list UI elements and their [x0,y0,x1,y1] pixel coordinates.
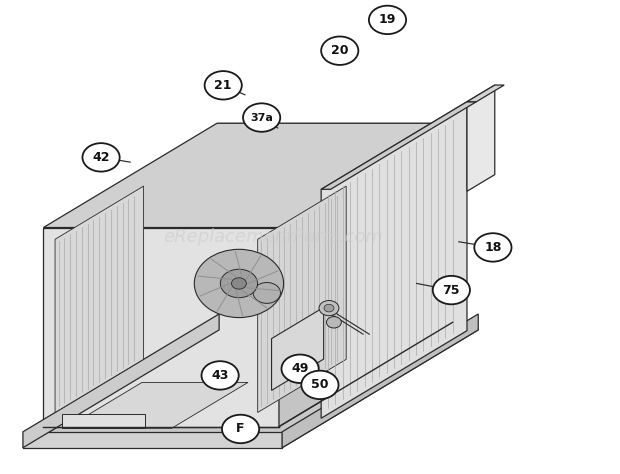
Text: 50: 50 [311,378,329,392]
Polygon shape [321,102,467,418]
Text: 37a: 37a [250,112,273,123]
Text: 75: 75 [443,283,460,297]
Circle shape [321,36,358,65]
Circle shape [327,317,342,328]
Text: 19: 19 [379,13,396,27]
Polygon shape [467,85,504,102]
Circle shape [202,361,239,390]
Circle shape [281,355,319,383]
Circle shape [319,301,339,316]
Text: 18: 18 [484,241,502,254]
Circle shape [301,371,339,399]
Circle shape [253,283,280,303]
Polygon shape [62,414,144,428]
Polygon shape [467,85,495,191]
Polygon shape [43,123,453,228]
Polygon shape [43,228,279,427]
Polygon shape [23,330,478,448]
Circle shape [194,249,283,318]
Text: 20: 20 [331,44,348,57]
Circle shape [231,278,246,289]
Polygon shape [23,432,282,448]
Circle shape [433,276,470,304]
Text: eReplacementParts.com: eReplacementParts.com [163,228,383,246]
Polygon shape [217,123,453,322]
Polygon shape [272,307,324,391]
Text: F: F [236,422,245,436]
Polygon shape [23,314,219,448]
Polygon shape [282,314,478,448]
Text: 43: 43 [211,369,229,382]
Polygon shape [55,186,144,412]
Circle shape [82,143,120,172]
Circle shape [243,103,280,132]
Polygon shape [279,123,453,427]
Text: 21: 21 [215,79,232,92]
Circle shape [222,415,259,443]
Text: 49: 49 [291,362,309,375]
Polygon shape [258,186,346,412]
Circle shape [474,233,512,262]
Circle shape [205,71,242,100]
Circle shape [369,6,406,34]
Circle shape [324,304,334,312]
Polygon shape [66,383,248,428]
Text: 42: 42 [92,151,110,164]
Polygon shape [321,102,476,189]
Circle shape [220,269,257,298]
